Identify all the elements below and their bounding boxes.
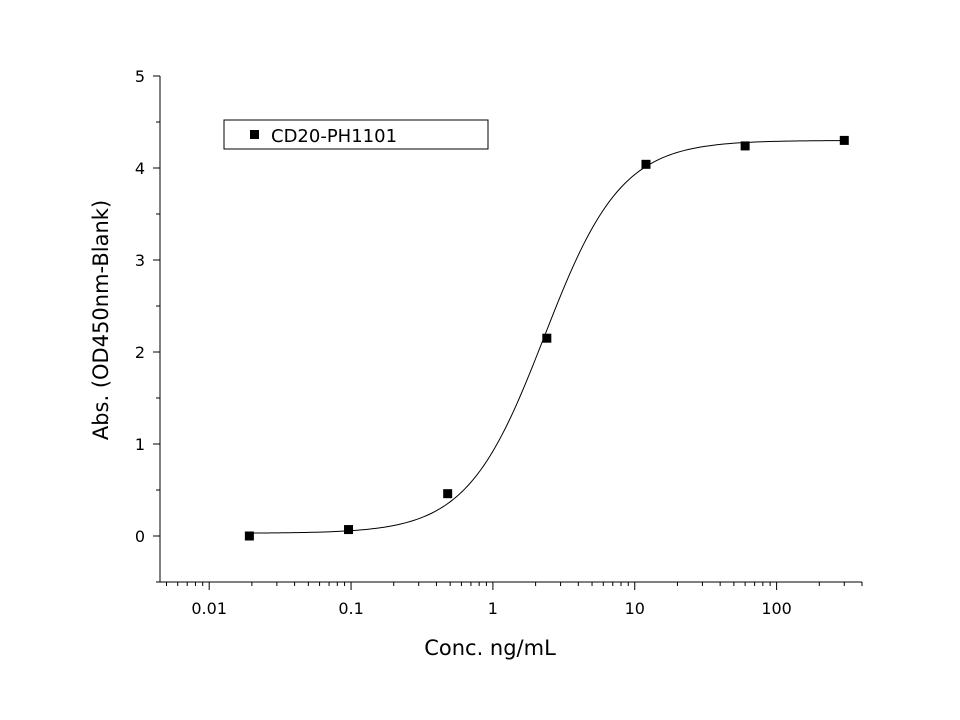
x-tick-label: 0.1 (338, 599, 363, 618)
x-tick-label: 0.01 (191, 599, 227, 618)
x-axis-title: Conc. ng/mL (424, 636, 556, 660)
y-tick-label: 2 (135, 343, 145, 362)
legend-marker-square (250, 130, 259, 139)
y-tick-label: 0 (135, 527, 145, 546)
y-tick-label: 5 (135, 67, 145, 86)
y-axis-ticks: 0 1 2 3 4 5 (135, 67, 160, 583)
data-point-marker (839, 135, 849, 145)
y-axis-title: Abs. (OD450nm-Blank) (89, 200, 113, 440)
x-tick-label: 10 (625, 599, 645, 618)
legend-label: CD20-PH1101 (271, 126, 397, 147)
y-tick-label: 4 (135, 159, 145, 178)
data-point-marker (344, 525, 354, 535)
x-tick-label: 100 (761, 599, 792, 618)
legend: CD20-PH1101 (223, 119, 489, 150)
y-tick-label: 3 (135, 251, 145, 270)
data-point-marker (740, 141, 750, 151)
data-points (244, 135, 849, 541)
x-tick-label: 1 (488, 599, 498, 618)
data-point-marker (641, 159, 651, 169)
data-point-marker (542, 333, 552, 343)
data-point-marker (244, 531, 254, 541)
y-tick-label: 1 (135, 435, 145, 454)
data-point-marker (443, 489, 453, 499)
legend-box (223, 119, 489, 150)
x-axis-ticks: 0.01 0.1 1 10 100 (165, 582, 863, 618)
